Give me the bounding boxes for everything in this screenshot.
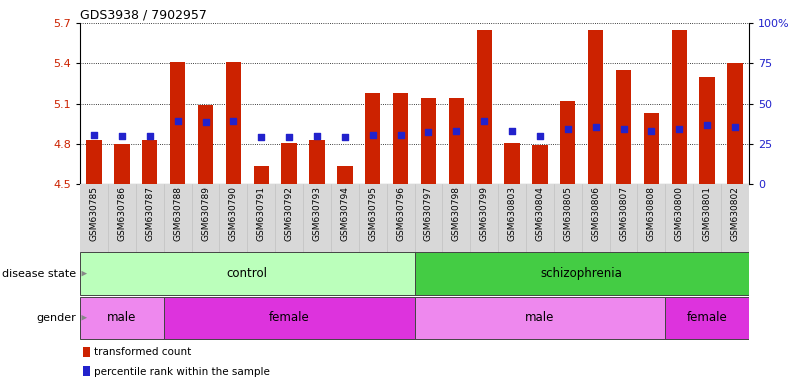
Text: GSM630807: GSM630807 <box>619 186 628 241</box>
Text: GSM630786: GSM630786 <box>118 186 127 241</box>
Point <box>339 134 352 141</box>
Bar <box>666 296 749 339</box>
Bar <box>393 93 409 184</box>
Text: GSM630785: GSM630785 <box>90 186 99 241</box>
Text: percentile rank within the sample: percentile rank within the sample <box>94 367 270 377</box>
Bar <box>644 113 659 184</box>
Bar <box>616 70 631 184</box>
Bar <box>254 166 269 184</box>
Bar <box>115 144 130 184</box>
Text: male: male <box>107 311 137 324</box>
Text: GSM630797: GSM630797 <box>424 186 433 241</box>
Text: GSM630800: GSM630800 <box>674 186 684 241</box>
Bar <box>421 98 436 184</box>
Point <box>115 133 128 139</box>
Bar <box>477 30 492 184</box>
Bar <box>415 296 666 339</box>
Point <box>283 134 296 141</box>
Bar <box>415 252 749 295</box>
Text: GSM630804: GSM630804 <box>535 186 545 240</box>
Point <box>143 133 156 139</box>
Bar <box>365 93 380 184</box>
Text: GSM630808: GSM630808 <box>647 186 656 241</box>
Text: GSM630795: GSM630795 <box>368 186 377 241</box>
Bar <box>699 77 714 184</box>
Bar <box>80 252 415 295</box>
Bar <box>727 63 743 184</box>
Bar <box>142 140 158 184</box>
Text: male: male <box>525 311 554 324</box>
Text: control: control <box>227 267 268 280</box>
Text: GSM630798: GSM630798 <box>452 186 461 241</box>
Point <box>227 118 239 124</box>
Bar <box>226 62 241 184</box>
Point <box>255 134 268 141</box>
Text: GSM630801: GSM630801 <box>702 186 711 241</box>
Bar <box>309 140 324 184</box>
Text: GSM630791: GSM630791 <box>257 186 266 241</box>
Point <box>701 122 714 128</box>
Text: GSM630790: GSM630790 <box>229 186 238 241</box>
Bar <box>163 296 415 339</box>
Text: GDS3938 / 7902957: GDS3938 / 7902957 <box>80 9 207 22</box>
Text: schizophrenia: schizophrenia <box>541 267 622 280</box>
Bar <box>560 101 575 184</box>
Text: GSM630792: GSM630792 <box>284 186 294 240</box>
Bar <box>198 105 213 184</box>
Bar <box>83 366 91 376</box>
Point <box>505 127 518 134</box>
Text: GSM630806: GSM630806 <box>591 186 600 241</box>
Text: disease state: disease state <box>2 268 76 279</box>
Text: GSM630803: GSM630803 <box>508 186 517 241</box>
Text: GSM630796: GSM630796 <box>396 186 405 241</box>
Bar <box>449 98 464 184</box>
Point <box>477 118 490 124</box>
Text: GSM630789: GSM630789 <box>201 186 210 241</box>
Point <box>617 126 630 132</box>
Point <box>422 129 435 135</box>
Point <box>171 118 184 124</box>
Text: female: female <box>269 311 309 324</box>
Bar <box>588 30 603 184</box>
Bar <box>170 62 185 184</box>
Text: GSM630788: GSM630788 <box>173 186 182 241</box>
Text: gender: gender <box>36 313 76 323</box>
Text: female: female <box>686 311 727 324</box>
Point <box>562 126 574 132</box>
Point <box>199 119 212 126</box>
Text: GSM630805: GSM630805 <box>563 186 572 241</box>
Bar <box>281 143 297 184</box>
Text: GSM630799: GSM630799 <box>480 186 489 241</box>
Point <box>645 127 658 134</box>
Point <box>450 127 463 134</box>
Point <box>590 124 602 130</box>
Point <box>311 133 324 139</box>
Bar <box>83 347 91 357</box>
Text: transformed count: transformed count <box>94 347 191 357</box>
Bar <box>505 143 520 184</box>
Point <box>366 132 379 138</box>
Bar <box>532 146 548 184</box>
Text: GSM630787: GSM630787 <box>145 186 155 241</box>
Text: GSM630802: GSM630802 <box>731 186 739 240</box>
Point <box>394 132 407 138</box>
Point <box>729 124 742 130</box>
Point <box>533 133 546 139</box>
Bar <box>80 296 163 339</box>
Bar <box>80 184 749 252</box>
Text: GSM630793: GSM630793 <box>312 186 321 241</box>
Bar <box>671 30 687 184</box>
Point <box>673 126 686 132</box>
Text: GSM630794: GSM630794 <box>340 186 349 240</box>
Point <box>87 132 100 138</box>
Bar <box>337 166 352 184</box>
Bar <box>87 140 102 184</box>
